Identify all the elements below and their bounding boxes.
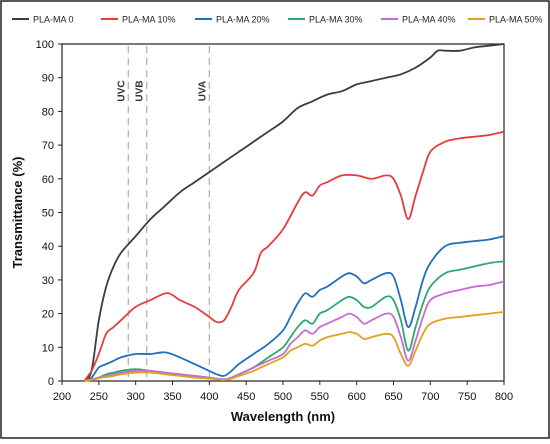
y-tick-label: 40	[42, 241, 54, 253]
x-tick-label: 600	[347, 391, 365, 403]
series-layer	[83, 43, 505, 382]
y-tick-label: 80	[42, 106, 54, 118]
y-tick-label: 60	[42, 174, 54, 186]
x-tick-label: 250	[90, 391, 108, 403]
ref-label-uvc: UVC	[116, 80, 127, 101]
y-axis: 0 10 20 30 40 50 60 70 80 90 100	[36, 39, 62, 388]
y-tick-label: 90	[42, 73, 54, 85]
ref-label-uvb: UVB	[135, 80, 146, 101]
legend: PLA-MA 0 PLA-MA 10% PLA-MA 20% PLA-MA 30% PL…	[12, 15, 543, 25]
legend-label: PLA-MA 50%	[489, 15, 543, 25]
series-line-2	[83, 235, 505, 382]
x-tick-label: 550	[311, 391, 329, 403]
legend-label: PLA-MA 20%	[216, 15, 270, 25]
x-tick-label: 400	[200, 391, 218, 403]
x-tick-label: 450	[237, 391, 255, 403]
reference-lines: UVC UVB UVA	[116, 46, 210, 381]
series-line-4	[83, 280, 505, 382]
x-tick-label: 300	[126, 391, 144, 403]
x-tick-label: 650	[384, 391, 402, 403]
legend-label: PLA-MA 10%	[122, 15, 176, 25]
ref-label-uva: UVA	[197, 81, 208, 101]
legend-label: PLA-MA 40%	[402, 15, 456, 25]
y-tick-label: 50	[42, 208, 54, 220]
series-line-5	[83, 311, 505, 382]
x-tick-label: 500	[274, 391, 292, 403]
x-axis-title: Wavelength (nm)	[231, 409, 335, 424]
y-tick-label: 10	[42, 342, 54, 354]
x-tick-label: 750	[458, 391, 476, 403]
x-tick-label: 200	[53, 391, 71, 403]
series-line-0	[83, 43, 505, 382]
y-tick-label: 100	[36, 39, 54, 51]
y-tick-label: 30	[42, 275, 54, 287]
x-axis: 200 250 300 350 400 450 500 550 600 650 700 750 800	[53, 381, 513, 403]
x-tick-label: 700	[421, 391, 439, 403]
y-tick-label: 70	[42, 140, 54, 152]
legend-label: PLA-MA 0	[33, 15, 74, 25]
y-axis-title: Transmittance (%)	[10, 157, 25, 269]
y-tick-label: 0	[48, 376, 54, 388]
y-tick-label: 20	[42, 309, 54, 321]
series-line-1	[83, 130, 505, 382]
legend-label: PLA-MA 30%	[309, 15, 363, 25]
x-tick-label: 800	[495, 391, 513, 403]
x-tick-label: 350	[163, 391, 181, 403]
